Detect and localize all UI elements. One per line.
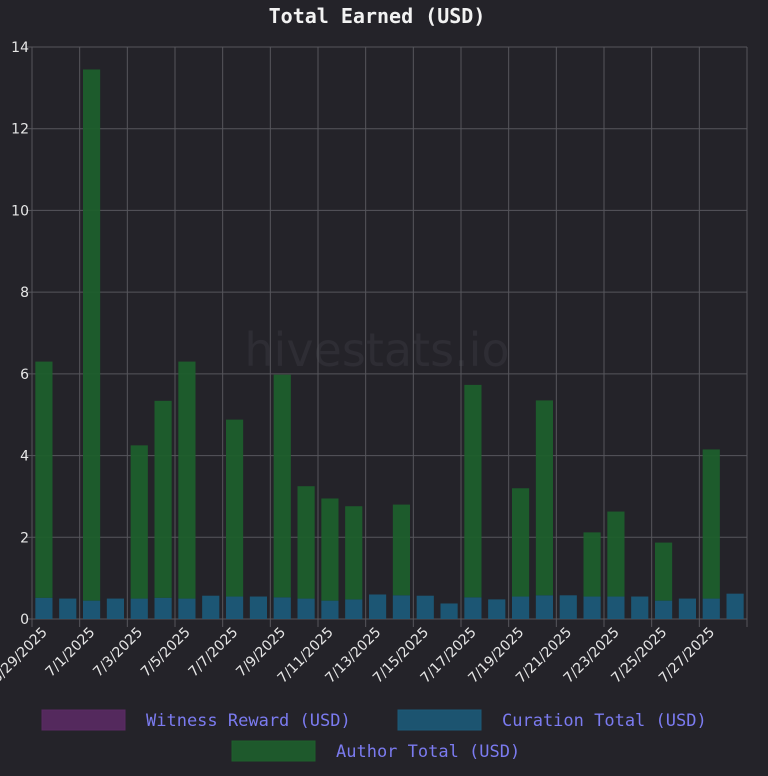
grid — [26, 46, 748, 627]
bar-curation — [464, 597, 482, 619]
bar-curation — [678, 598, 696, 619]
bar-curation — [440, 603, 458, 619]
legend-swatch — [231, 740, 316, 762]
bar-curation — [488, 599, 506, 619]
y-tick-label: 14 — [11, 40, 29, 56]
bar-author — [154, 400, 172, 598]
legend: Witness Reward (USD) Curation Total (USD)… — [41, 709, 707, 762]
watermark: hivestats.io — [244, 323, 509, 377]
bar-curation — [631, 596, 649, 619]
y-tick-label: 8 — [20, 285, 29, 301]
bar-curation — [106, 598, 124, 619]
bar-author — [83, 69, 101, 601]
bar-curation — [130, 598, 148, 619]
y-tick-label: 10 — [11, 203, 29, 219]
bar-curation — [35, 597, 53, 619]
bar-curation — [226, 596, 244, 619]
bar-curation — [607, 596, 625, 619]
y-tick-label: 4 — [20, 449, 29, 465]
bar-curation — [59, 598, 77, 619]
bar-author — [464, 384, 482, 598]
bar-author — [512, 488, 530, 597]
bar-curation — [559, 595, 577, 619]
x-axis: 6/29/20257/1/20257/3/20257/5/20257/7/202… — [0, 625, 718, 687]
bar-author — [345, 506, 363, 600]
bar-author — [702, 449, 720, 599]
bar-curation — [202, 595, 220, 619]
x-tick-label: 7/5/2025 — [138, 625, 194, 681]
bar-curation — [321, 600, 339, 619]
y-tick-label: 0 — [20, 612, 29, 628]
bar-author — [35, 361, 53, 598]
bar-author — [226, 419, 244, 597]
bar-curation — [726, 593, 744, 619]
x-tick-label: 7/3/2025 — [90, 625, 146, 681]
bar-curation — [249, 596, 267, 619]
bar-curation — [416, 595, 434, 619]
bar-author — [607, 511, 625, 597]
bar-curation — [154, 597, 172, 619]
bar-curation — [178, 598, 196, 619]
bar-author — [273, 374, 291, 598]
x-tick-label: 7/1/2025 — [43, 625, 99, 681]
bar-curation — [369, 594, 387, 619]
bar-curation — [297, 598, 315, 619]
bar-curation — [273, 597, 291, 619]
bar-curation — [83, 600, 101, 619]
bar-author — [655, 542, 673, 601]
bar-curation — [702, 598, 720, 619]
y-tick-label: 2 — [20, 530, 29, 546]
bar-author — [583, 532, 601, 597]
y-tick-label: 12 — [11, 122, 29, 138]
bar-author — [535, 400, 553, 596]
legend-swatch — [397, 709, 482, 731]
bar-author — [392, 504, 410, 596]
y-tick-label: 6 — [20, 367, 29, 383]
bar-author — [130, 445, 148, 599]
bar-curation — [392, 595, 410, 619]
x-tick-label: 7/7/2025 — [186, 625, 242, 681]
bar-author — [321, 498, 339, 601]
legend-label: Witness Reward (USD) — [146, 711, 351, 731]
bar-curation — [655, 600, 673, 619]
x-tick-label: 6/29/2025 — [0, 625, 51, 687]
bar-author — [297, 486, 315, 599]
bars — [35, 69, 744, 619]
bar-curation — [535, 595, 553, 619]
bar-curation — [583, 596, 601, 619]
legend-label: Curation Total (USD) — [502, 711, 707, 731]
legend-label: Author Total (USD) — [336, 742, 520, 762]
y-axis: 0 2 4 6 8 10 12 14 — [11, 40, 29, 628]
legend-swatch — [41, 709, 126, 731]
bar-curation — [512, 596, 530, 619]
bar-curation — [345, 599, 363, 619]
chart-title: Total Earned (USD) — [269, 4, 486, 28]
bar-author — [178, 361, 196, 599]
